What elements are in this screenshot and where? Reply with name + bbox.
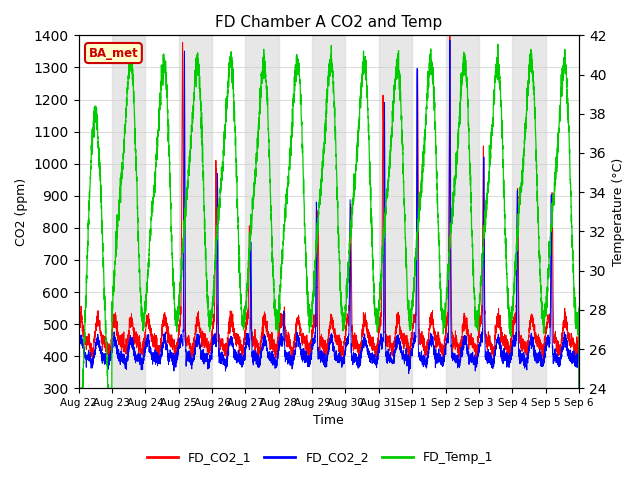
Bar bbox=[379, 36, 412, 388]
Bar bbox=[445, 36, 479, 388]
Bar bbox=[513, 36, 546, 388]
Title: FD Chamber A CO2 and Temp: FD Chamber A CO2 and Temp bbox=[215, 15, 442, 30]
Bar bbox=[112, 36, 145, 388]
Bar bbox=[179, 36, 212, 388]
Y-axis label: Temperature (°C): Temperature (°C) bbox=[612, 158, 625, 266]
X-axis label: Time: Time bbox=[314, 414, 344, 427]
Bar bbox=[312, 36, 346, 388]
Text: BA_met: BA_met bbox=[88, 47, 138, 60]
Bar bbox=[245, 36, 279, 388]
Legend: FD_CO2_1, FD_CO2_2, FD_Temp_1: FD_CO2_1, FD_CO2_2, FD_Temp_1 bbox=[141, 446, 499, 469]
Y-axis label: CO2 (ppm): CO2 (ppm) bbox=[15, 178, 28, 246]
